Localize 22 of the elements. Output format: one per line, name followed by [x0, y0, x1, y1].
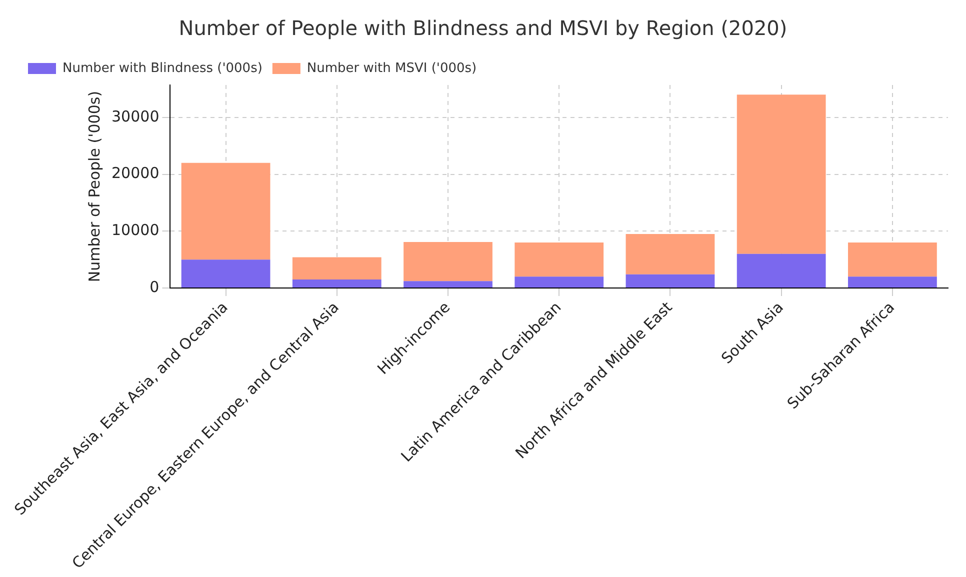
bar	[292, 257, 382, 280]
y-axis-title: Number of People ('000s)	[85, 90, 104, 282]
y-tick-label: 10000	[112, 221, 160, 240]
bar	[292, 279, 382, 288]
bar	[181, 162, 270, 260]
bar	[736, 254, 826, 288]
legend-label: Number with MSVI ('000s)	[306, 60, 477, 76]
y-tick-label: 20000	[112, 164, 160, 182]
legend-label: Number with Blindness ('000s)	[62, 60, 262, 76]
bar	[181, 260, 270, 288]
y-tick-label: 0	[150, 278, 160, 296]
bar	[514, 242, 604, 277]
bar	[848, 242, 937, 277]
chart-title: Number of People with Blindness and MSVI by Region (2020)	[178, 16, 788, 40]
bar	[514, 276, 604, 288]
bar	[626, 234, 715, 274]
bar	[404, 281, 492, 288]
bar	[626, 274, 715, 288]
bar	[848, 276, 937, 288]
bar	[404, 242, 492, 282]
y-tick-label: 30000	[112, 107, 160, 126]
bar	[736, 94, 826, 254]
